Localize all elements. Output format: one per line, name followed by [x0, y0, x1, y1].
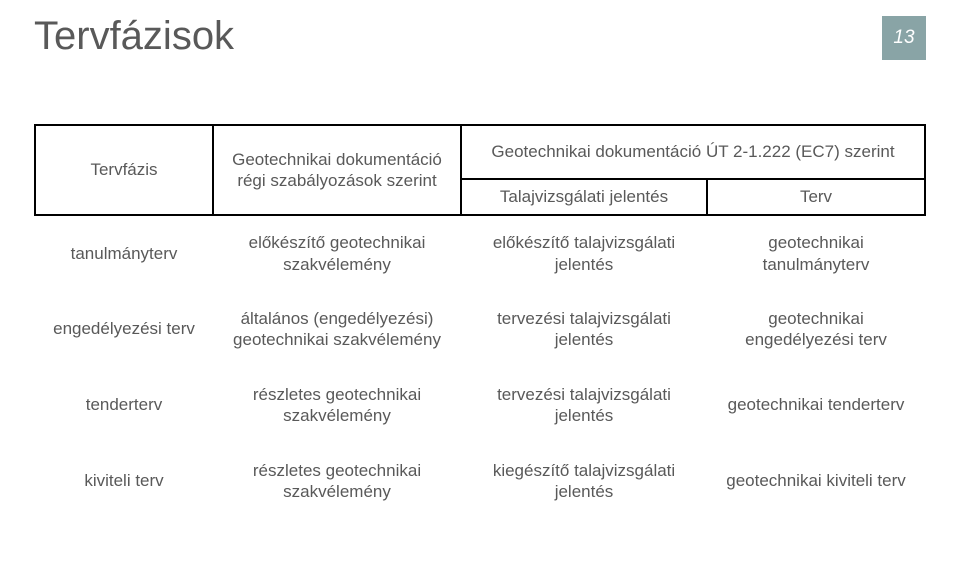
cell-report: kiegészítő talajvizsgálati jelentés — [461, 443, 707, 519]
header-col3-sub: Talajvizsgálati jelentés — [461, 179, 707, 215]
cell-phase: tanulmányterv — [35, 215, 213, 291]
cell-phase: engedélyezési terv — [35, 291, 213, 367]
header-col4-sub: Terv — [707, 179, 925, 215]
table-row: tenderterv részletes geotechnikai szakvé… — [35, 367, 925, 443]
header-col2: Geotechnikai dokumentáció régi szabályoz… — [213, 125, 461, 215]
header-col1: Tervfázis — [35, 125, 213, 215]
cell-plan: geotechnikai kiviteli terv — [707, 443, 925, 519]
phases-table: Tervfázis Geotechnikai dokumentáció régi… — [34, 124, 926, 519]
cell-old-doc: részletes geotechnikai szakvélemény — [213, 367, 461, 443]
cell-report: tervezési talajvizsgálati jelentés — [461, 291, 707, 367]
cell-report: tervezési talajvizsgálati jelentés — [461, 367, 707, 443]
header-col34-top: Geotechnikai dokumentáció ÚT 2-1.222 (EC… — [461, 125, 925, 179]
cell-plan: geotechnikai tanulmányterv — [707, 215, 925, 291]
slide: Tervfázisok 13 Tervfázis Geotechnikai do… — [0, 0, 960, 582]
table-container: Tervfázis Geotechnikai dokumentáció régi… — [34, 124, 926, 519]
table-row: kiviteli terv részletes geotechnikai sza… — [35, 443, 925, 519]
table-row: tanulmányterv előkészítő geotechnikai sz… — [35, 215, 925, 291]
cell-plan: geotechnikai tenderterv — [707, 367, 925, 443]
cell-old-doc: előkészítő geotechnikai szakvélemény — [213, 215, 461, 291]
cell-report: előkészítő talajvizsgálati jelentés — [461, 215, 707, 291]
cell-phase: tenderterv — [35, 367, 213, 443]
page-number-badge: 13 — [882, 16, 926, 60]
cell-old-doc: általános (engedélyezési) geotechnikai s… — [213, 291, 461, 367]
table-row: engedélyezési terv általános (engedélyez… — [35, 291, 925, 367]
cell-old-doc: részletes geotechnikai szakvélemény — [213, 443, 461, 519]
cell-plan: geotechnikai engedélyezési terv — [707, 291, 925, 367]
title-row: Tervfázisok 13 — [34, 14, 926, 60]
cell-phase: kiviteli terv — [35, 443, 213, 519]
page-title: Tervfázisok — [34, 14, 234, 58]
page-number: 13 — [893, 27, 914, 49]
